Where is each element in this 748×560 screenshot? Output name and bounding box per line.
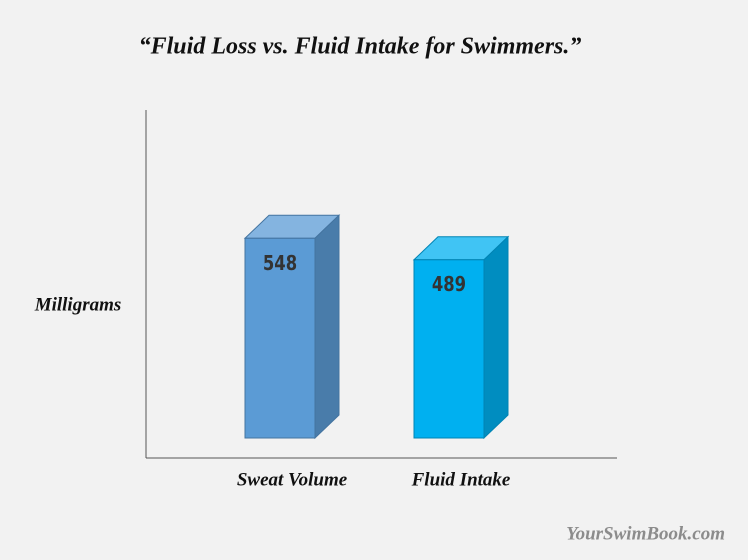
y-axis-label: Milligrams (34, 294, 122, 315)
bar (413, 259, 485, 439)
chart-title: “Fluid Loss vs. Fluid Intake for Swimmer… (139, 34, 582, 60)
x-tick-label: Sweat Volume (237, 469, 348, 490)
bar-side (483, 235, 509, 440)
value-label: 489 (432, 274, 466, 297)
bar (244, 237, 316, 439)
x-tick-label: Fluid Intake (411, 469, 511, 490)
value-label: 548 (263, 252, 297, 275)
watermark: YourSwimBook.com (566, 523, 725, 544)
bar-side (314, 214, 340, 440)
